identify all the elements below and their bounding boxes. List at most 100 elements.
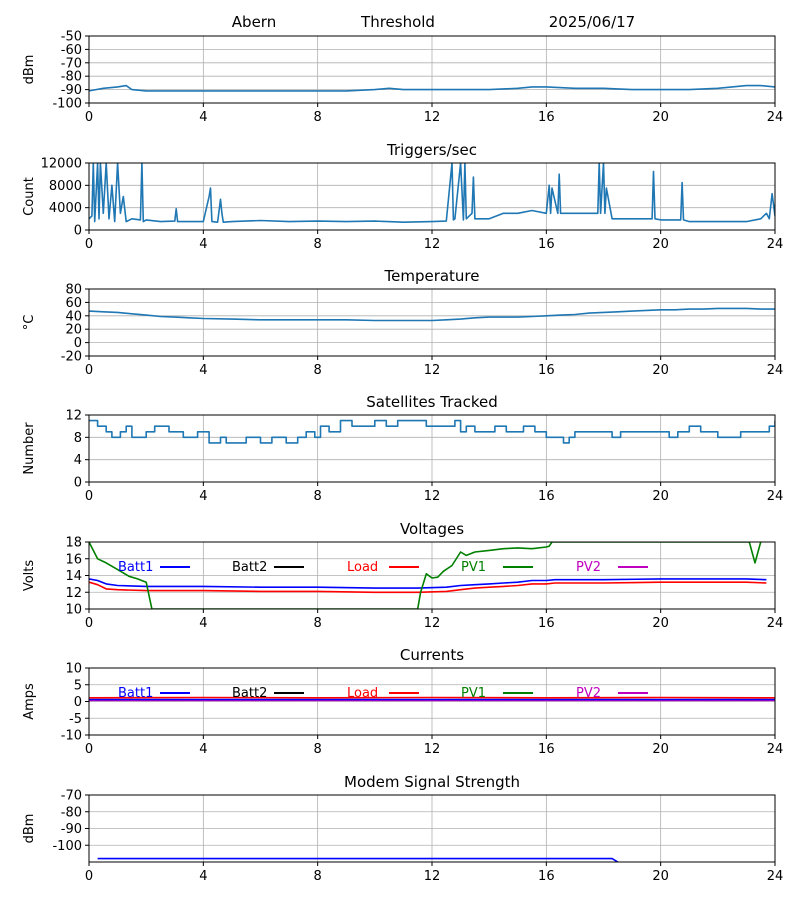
y-tick-label: 10 [65, 662, 82, 677]
y-tick-label: 12 [65, 586, 82, 601]
y-axis-label: Amps [22, 683, 37, 720]
y-axis-label: °C [22, 315, 37, 331]
x-tick-label: 20 [652, 237, 669, 252]
x-tick-label: 8 [314, 742, 322, 757]
y-tick-label: 4 [74, 453, 82, 468]
x-tick-label: 12 [424, 489, 441, 504]
y-tick-label: -70 [61, 789, 82, 804]
chart-title: Temperature [383, 267, 479, 285]
chart-title: Modem Signal Strength [344, 773, 520, 791]
header-label: Threshold [360, 13, 435, 31]
x-tick-label: 0 [85, 869, 93, 884]
legend-label: Batt1 [118, 560, 153, 575]
y-tick-label: 12000 [41, 157, 82, 172]
x-tick-label: 24 [767, 110, 784, 125]
y-tick-label: 8000 [49, 179, 82, 194]
y-axis-label: dBm [22, 55, 37, 85]
legend-label: PV1 [461, 560, 486, 575]
y-tick-label: -5 [69, 712, 82, 727]
x-tick-label: 16 [538, 616, 555, 631]
x-tick-label: 24 [767, 616, 784, 631]
legend-label: Batt2 [232, 686, 267, 701]
x-tick-label: 20 [652, 869, 669, 884]
x-tick-label: 20 [652, 616, 669, 631]
x-tick-label: 12 [424, 616, 441, 631]
legend-label: Batt1 [118, 686, 153, 701]
y-tick-label: -80 [61, 805, 82, 820]
y-tick-label: 5 [74, 678, 82, 693]
y-tick-label: 18 [65, 536, 82, 551]
x-tick-label: 4 [199, 742, 207, 757]
x-tick-label: 0 [85, 489, 93, 504]
x-tick-label: 24 [767, 237, 784, 252]
x-tick-label: 4 [199, 489, 207, 504]
x-tick-label: 16 [538, 363, 555, 378]
x-tick-label: 8 [314, 363, 322, 378]
x-tick-label: 20 [652, 489, 669, 504]
x-tick-label: 16 [538, 237, 555, 252]
x-tick-label: 8 [314, 489, 322, 504]
x-tick-label: 8 [314, 237, 322, 252]
y-tick-label: 14 [65, 569, 82, 584]
x-tick-label: 12 [424, 363, 441, 378]
x-tick-label: 24 [767, 489, 784, 504]
chart-title: Triggers/sec [386, 141, 477, 159]
y-tick-label: -100 [52, 97, 82, 112]
x-tick-label: 24 [767, 363, 784, 378]
legend-label: Batt2 [232, 560, 267, 575]
x-tick-label: 12 [424, 110, 441, 125]
x-tick-label: 0 [85, 237, 93, 252]
chart-title: Voltages [400, 520, 464, 538]
x-tick-label: 12 [424, 237, 441, 252]
x-tick-label: 16 [538, 110, 555, 125]
y-tick-label: 12 [65, 409, 82, 424]
y-axis-label: dBm [22, 814, 37, 844]
chart-title: Satellites Tracked [366, 393, 497, 411]
x-tick-label: 0 [85, 742, 93, 757]
series-line-batt1 [89, 579, 766, 588]
y-axis-label: Count [22, 177, 37, 216]
header-date: 2025/06/17 [549, 13, 635, 31]
x-tick-label: 4 [199, 110, 207, 125]
y-tick-label: 8 [74, 431, 82, 446]
x-tick-label: 0 [85, 363, 93, 378]
panel-satellites: 0 4 8 12 16 20 24 12 8 4 0 Satellites Tracked Number [22, 393, 783, 504]
legend-label: Load [347, 560, 378, 575]
y-axis-label: Volts [22, 560, 37, 592]
x-tick-label: 0 [85, 616, 93, 631]
x-tick-label: 8 [314, 110, 322, 125]
x-tick-label: 16 [538, 489, 555, 504]
y-tick-label: 0 [74, 476, 82, 491]
y-tick-label: -10 [61, 729, 82, 744]
y-tick-label: -20 [61, 350, 82, 365]
legend-label: Load [347, 686, 378, 701]
legend-label: PV2 [576, 686, 601, 701]
y-tick-label: -90 [61, 822, 82, 837]
y-axis-label: Number [22, 422, 37, 475]
legend-label: PV1 [461, 686, 486, 701]
x-tick-label: 16 [538, 869, 555, 884]
x-tick-label: 8 [314, 616, 322, 631]
y-tick-label: 4000 [49, 201, 82, 216]
y-tick-label: 16 [65, 552, 82, 567]
y-tick-label: 0 [74, 224, 82, 239]
x-tick-label: 24 [767, 742, 784, 757]
series-line-batt1 [98, 859, 618, 862]
x-tick-label: 24 [767, 869, 784, 884]
y-tick-label: 10 [65, 603, 82, 618]
x-tick-label: 20 [652, 363, 669, 378]
x-tick-label: 4 [199, 869, 207, 884]
x-tick-label: 4 [199, 363, 207, 378]
x-tick-label: 12 [424, 869, 441, 884]
x-tick-label: 12 [424, 742, 441, 757]
x-tick-label: 16 [538, 742, 555, 757]
y-tick-label: 0 [74, 695, 82, 710]
chart-title: Currents [400, 646, 464, 664]
